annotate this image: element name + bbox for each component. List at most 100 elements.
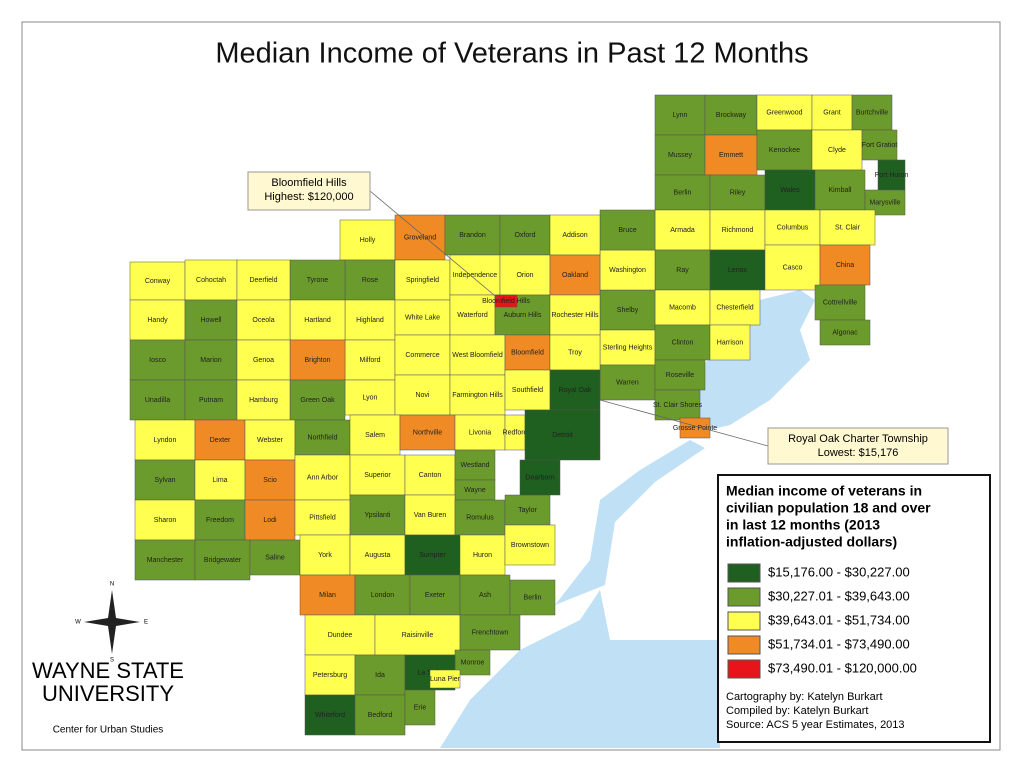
township-label: Groveland <box>404 234 436 241</box>
township <box>129 379 186 421</box>
township <box>709 174 766 211</box>
township-label: Bridgewater <box>204 557 242 564</box>
township-label: Saline <box>265 554 285 561</box>
legend-box <box>717 474 991 743</box>
township-label: Roseville <box>666 372 695 379</box>
township <box>519 459 561 496</box>
township <box>404 534 461 576</box>
township-label: Detroit <box>552 432 573 439</box>
township-label: Casco <box>783 264 803 271</box>
township <box>299 574 356 616</box>
township <box>394 334 451 376</box>
township-label: St. Clair <box>835 224 861 231</box>
township <box>599 249 656 291</box>
township <box>289 259 346 301</box>
township <box>549 369 601 411</box>
township <box>349 454 406 496</box>
township-label: Clyde <box>828 147 846 154</box>
township <box>184 259 238 301</box>
township <box>549 294 601 336</box>
township <box>811 94 853 131</box>
township <box>704 134 758 176</box>
township-label: Southfield <box>512 387 543 394</box>
township <box>599 329 656 366</box>
township-label: Erie <box>414 704 427 711</box>
township <box>449 374 506 416</box>
township-label: Lima <box>212 477 227 484</box>
callout-text: Lowest: $15,176 <box>818 447 899 459</box>
township <box>599 364 656 401</box>
township <box>756 94 813 131</box>
township <box>404 494 456 536</box>
township-label: Greenwood <box>766 109 802 116</box>
township-label: Frenchtown <box>472 629 509 636</box>
credit-text: Source: ACS 5 year Estimates, 2013 <box>726 719 905 731</box>
logo-line: WAYNE STATE <box>32 658 184 683</box>
callout-box <box>767 427 949 465</box>
township-label: Salem <box>365 432 385 439</box>
township <box>459 534 506 576</box>
township-label: Ann Arbor <box>307 474 339 481</box>
township <box>236 299 291 341</box>
township-label: Rose <box>362 277 378 284</box>
township <box>184 379 238 421</box>
township <box>709 249 766 291</box>
legend-title: in last 12 months (2013 <box>726 517 880 533</box>
township <box>449 254 501 296</box>
township-label: Ash <box>479 592 491 599</box>
township-label: Marysville <box>869 199 900 206</box>
township-label: Sharon <box>154 517 177 524</box>
legend-label: $39,643.01 - $51,734.00 <box>768 612 910 627</box>
township-label: Unadilla <box>145 397 170 404</box>
township-label: Dearborn <box>525 474 554 481</box>
township-label: Harrison <box>717 339 744 346</box>
township <box>654 249 711 291</box>
township-label: Cottrellville <box>823 299 857 306</box>
township-label: Oxford <box>514 232 535 239</box>
township <box>764 169 816 211</box>
township <box>504 334 551 371</box>
township-label: Augusta <box>365 552 391 559</box>
township-label: Ypsilanti <box>365 512 391 519</box>
township-label: Port Huron <box>875 172 909 179</box>
legend-title: inflation-adjusted dollars) <box>726 534 897 550</box>
township <box>877 159 906 191</box>
township <box>344 259 396 301</box>
credit-text: Cartography by: Katelyn Burkart <box>726 691 883 703</box>
township-label: Highland <box>356 317 384 324</box>
township <box>504 524 556 566</box>
township <box>549 254 601 296</box>
township-label: Brandon <box>459 232 486 239</box>
legend-swatch <box>727 635 761 655</box>
township-label: Kenockee <box>769 147 800 154</box>
township <box>244 419 296 461</box>
township <box>349 494 406 536</box>
township-label: Redford <box>503 429 528 436</box>
township-label: Webster <box>257 437 284 444</box>
legend-swatch <box>727 563 761 583</box>
township <box>244 459 296 501</box>
township-label: Whiteford <box>315 712 345 719</box>
township-label: Lynn <box>673 112 688 119</box>
township-label: Warren <box>616 379 639 386</box>
township-label: Royal Oak <box>559 387 592 394</box>
township <box>394 259 451 301</box>
township <box>549 334 601 371</box>
township <box>194 539 251 581</box>
township <box>236 339 291 381</box>
township-label: Bloomfield Hills <box>482 298 530 305</box>
township <box>134 459 196 501</box>
township <box>504 494 551 526</box>
township-label: Manchester <box>147 557 184 564</box>
township <box>184 339 238 381</box>
township-label: Ray <box>676 267 689 274</box>
township-label: Waterford <box>457 312 488 319</box>
township-label: Berlin <box>524 594 542 601</box>
township <box>654 134 706 176</box>
township-label: Brighton <box>304 357 330 364</box>
township-label: Canton <box>419 472 442 479</box>
township <box>289 339 346 381</box>
township <box>404 454 456 496</box>
township <box>599 209 656 251</box>
township-label: Emmett <box>719 152 743 159</box>
